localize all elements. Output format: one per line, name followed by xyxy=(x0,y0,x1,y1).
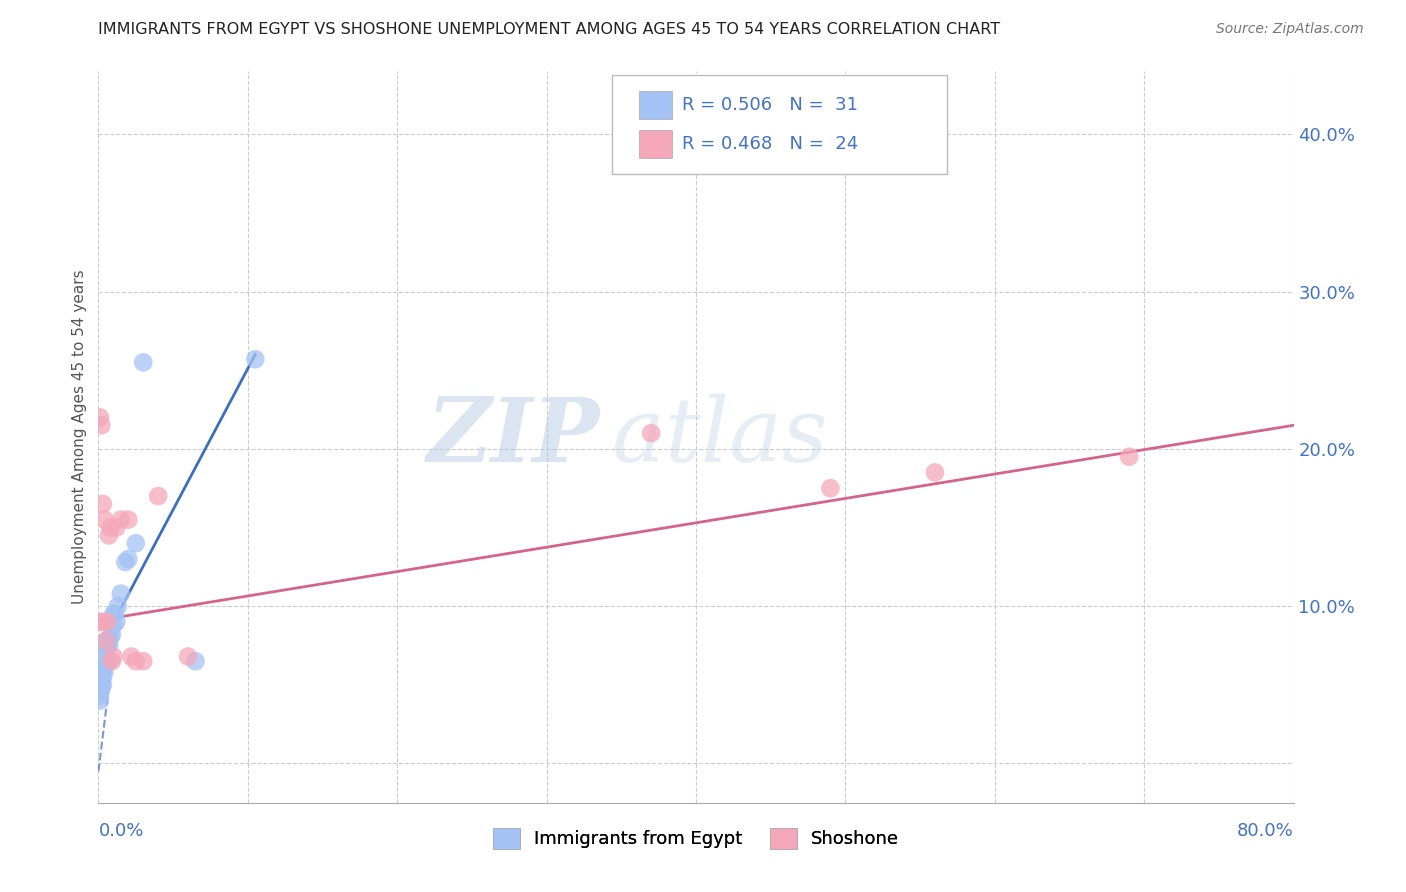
Point xyxy=(101,654,124,668)
Point xyxy=(820,481,842,495)
Point xyxy=(245,352,267,367)
Point xyxy=(117,513,139,527)
Point xyxy=(105,520,128,534)
Point xyxy=(640,426,662,441)
Point xyxy=(91,615,114,629)
Point xyxy=(89,689,111,703)
Point xyxy=(103,649,125,664)
Point xyxy=(94,633,117,648)
Text: Source: ZipAtlas.com: Source: ZipAtlas.com xyxy=(1216,22,1364,37)
Point xyxy=(100,631,122,645)
FancyBboxPatch shape xyxy=(613,75,948,174)
Point xyxy=(89,693,111,707)
Point xyxy=(100,520,122,534)
Point xyxy=(90,418,112,433)
Point xyxy=(91,497,114,511)
Point xyxy=(90,681,112,695)
Point xyxy=(132,355,155,369)
Point xyxy=(184,654,207,668)
Point xyxy=(132,654,155,668)
Point xyxy=(96,639,118,653)
Point xyxy=(90,666,112,681)
Point xyxy=(93,513,115,527)
Point xyxy=(89,410,111,425)
Point xyxy=(103,607,125,621)
Point xyxy=(89,684,111,698)
Point xyxy=(1118,450,1140,464)
Text: ZIP: ZIP xyxy=(427,394,600,480)
Point xyxy=(110,513,132,527)
Text: IMMIGRANTS FROM EGYPT VS SHOSHONE UNEMPLOYMENT AMONG AGES 45 TO 54 YEARS CORRELA: IMMIGRANTS FROM EGYPT VS SHOSHONE UNEMPL… xyxy=(98,22,1001,37)
Point xyxy=(101,627,124,641)
Point xyxy=(96,615,118,629)
Point xyxy=(89,615,111,629)
Point xyxy=(120,649,142,664)
Point xyxy=(93,657,115,672)
Point xyxy=(177,649,200,664)
Point xyxy=(93,665,115,680)
Point xyxy=(90,674,112,689)
Point xyxy=(97,639,120,653)
Point xyxy=(105,615,128,629)
Point xyxy=(148,489,170,503)
Point xyxy=(924,466,946,480)
Legend: Immigrants from Egypt, Shoshone: Immigrants from Egypt, Shoshone xyxy=(485,821,907,856)
Point xyxy=(97,654,120,668)
Text: R = 0.468   N =  24: R = 0.468 N = 24 xyxy=(682,135,858,153)
Point xyxy=(107,599,129,614)
Text: 80.0%: 80.0% xyxy=(1237,822,1294,839)
Point xyxy=(94,643,117,657)
Point xyxy=(93,649,115,664)
Point xyxy=(94,633,117,648)
Point xyxy=(91,662,114,676)
FancyBboxPatch shape xyxy=(638,130,672,158)
Point xyxy=(97,528,120,542)
Y-axis label: Unemployment Among Ages 45 to 54 years: Unemployment Among Ages 45 to 54 years xyxy=(72,269,87,605)
Point xyxy=(114,555,136,569)
Text: atlas: atlas xyxy=(613,393,828,481)
FancyBboxPatch shape xyxy=(638,91,672,119)
Text: 0.0%: 0.0% xyxy=(98,822,143,839)
Point xyxy=(103,618,125,632)
Point xyxy=(125,654,148,668)
Point xyxy=(117,552,139,566)
Text: R = 0.506   N =  31: R = 0.506 N = 31 xyxy=(682,96,858,114)
Point xyxy=(104,607,127,621)
Point xyxy=(91,670,114,684)
Point xyxy=(110,586,132,600)
Point xyxy=(91,678,114,692)
Point xyxy=(125,536,148,550)
